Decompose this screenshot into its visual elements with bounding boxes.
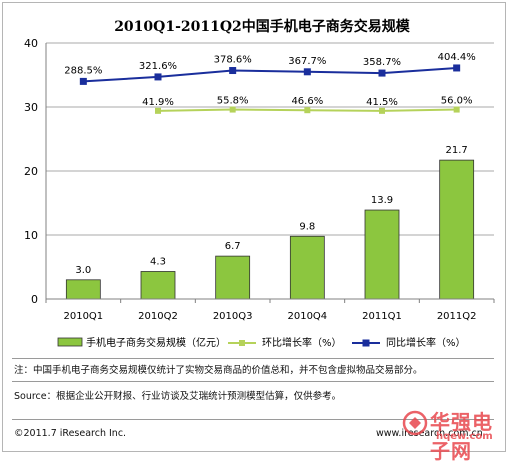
watermark-sub: hqew.com	[436, 431, 493, 442]
y-tick-label: 40	[24, 37, 38, 50]
yoy-point	[378, 69, 386, 77]
bar	[140, 271, 176, 300]
bar	[215, 255, 251, 300]
qoq-point	[304, 107, 311, 114]
bar	[439, 159, 475, 300]
bar-value-label: 6.7	[225, 241, 241, 252]
y-tick-label: 20	[24, 165, 38, 178]
copyright: ©2011.7 iResearch Inc.	[14, 428, 127, 439]
yoy-value-label: 378.6%	[214, 55, 252, 66]
yoy-value-label: 288.5%	[64, 65, 102, 76]
legend-qoq-marker	[239, 340, 245, 346]
separator-middle	[12, 381, 494, 382]
yoy-value-label: 321.6%	[139, 61, 177, 72]
site-url: www.iresearch.com.cn	[376, 428, 483, 439]
qoq-value-label: 41.5%	[366, 97, 398, 108]
yoy-point	[303, 68, 311, 76]
legend-qoq-label: 环比增长率（%）	[262, 336, 342, 349]
bar-value-label: 13.9	[371, 195, 393, 206]
x-tick-label: 2011Q1	[362, 311, 402, 322]
bar-labels: 3.0 4.3 6.7 9.8 13.9 21.7	[75, 145, 467, 276]
bar-value-label: 3.0	[75, 265, 91, 276]
bar-value-label: 9.8	[299, 221, 315, 232]
x-tick-label: 2010Q2	[138, 311, 178, 322]
source-text: Source：根据企业公开财报、行业访谈及艾瑞统计预测模型估算，仅供参考。	[14, 391, 342, 402]
legend-yoy-marker	[362, 339, 370, 347]
chart: 2010Q1-2011Q2中国手机电子商务交易规模 0 10 20 30 40 3.0 4…	[24, 18, 495, 349]
yoy-value-label: 367.7%	[288, 56, 326, 67]
x-tick-label: 2011Q2	[437, 311, 477, 322]
legend: 手机电子商务交易规模（亿元） 环比增长率（%） 同比增长率（%）	[57, 336, 466, 349]
y-tick-label: 10	[24, 229, 38, 242]
legend-yoy-label: 同比增长率（%）	[386, 336, 466, 349]
qoq-value-label: 55.8%	[217, 96, 249, 107]
qoq-point	[453, 106, 460, 113]
yoy-value-label: 404.4%	[438, 52, 476, 63]
separator-bottom	[12, 419, 494, 420]
y-tick-label: 0	[31, 293, 38, 306]
yoy-point	[79, 77, 87, 85]
grid	[46, 42, 494, 236]
qoq-point	[155, 107, 161, 114]
yoy-line	[83, 66, 457, 83]
legend-bar-swatch	[57, 337, 83, 347]
bar	[289, 235, 325, 300]
qoq-point	[229, 106, 236, 113]
separator-top	[12, 358, 494, 359]
watermark: 华强电子网 hqew.com	[400, 406, 504, 463]
x-tick-label: 2010Q1	[63, 311, 103, 322]
watermark-logo-icon	[402, 410, 428, 436]
yoy-point	[453, 64, 461, 72]
bar-value-label: 21.7	[446, 145, 468, 156]
qoq-value-label: 46.6%	[291, 96, 323, 107]
legend-bar-label: 手机电子商务交易规模（亿元）	[86, 336, 226, 349]
bar-value-label: 4.3	[150, 256, 166, 267]
chart-title: 2010Q1-2011Q2中国手机电子商务交易规模	[114, 18, 411, 35]
yoy-series: 288.5% 321.6% 378.6% 367.7% 358.7% 404.4%	[64, 52, 476, 85]
bar-series	[65, 159, 475, 300]
y-tick-label: 30	[24, 101, 38, 114]
bar	[364, 209, 400, 300]
watermark-text: 华强电子网	[430, 410, 493, 463]
qoq-point	[379, 107, 385, 114]
qoq-value-label: 56.0%	[441, 96, 473, 107]
x-tick-label: 2010Q3	[213, 311, 253, 322]
note-text: 注：中国手机电子商务交易规模仅统计了实物交易商品的价值总和，并不包含虚拟物品交易…	[14, 365, 423, 376]
bar	[65, 279, 101, 300]
qoq-series: 41.9% 55.8% 46.6% 41.5% 56.0%	[142, 96, 473, 114]
yoy-point	[229, 67, 237, 75]
qoq-value-label: 41.9%	[142, 97, 174, 108]
yoy-value-label: 358.7%	[363, 57, 401, 68]
y-axis: 0 10 20 30 40	[24, 37, 47, 306]
chart-frame	[2, 2, 506, 452]
x-axis: 2010Q1 2010Q2 2010Q3 2010Q4 2011Q1 2011Q2	[45, 298, 495, 322]
x-tick-label: 2010Q4	[287, 311, 327, 322]
yoy-point	[154, 73, 162, 81]
